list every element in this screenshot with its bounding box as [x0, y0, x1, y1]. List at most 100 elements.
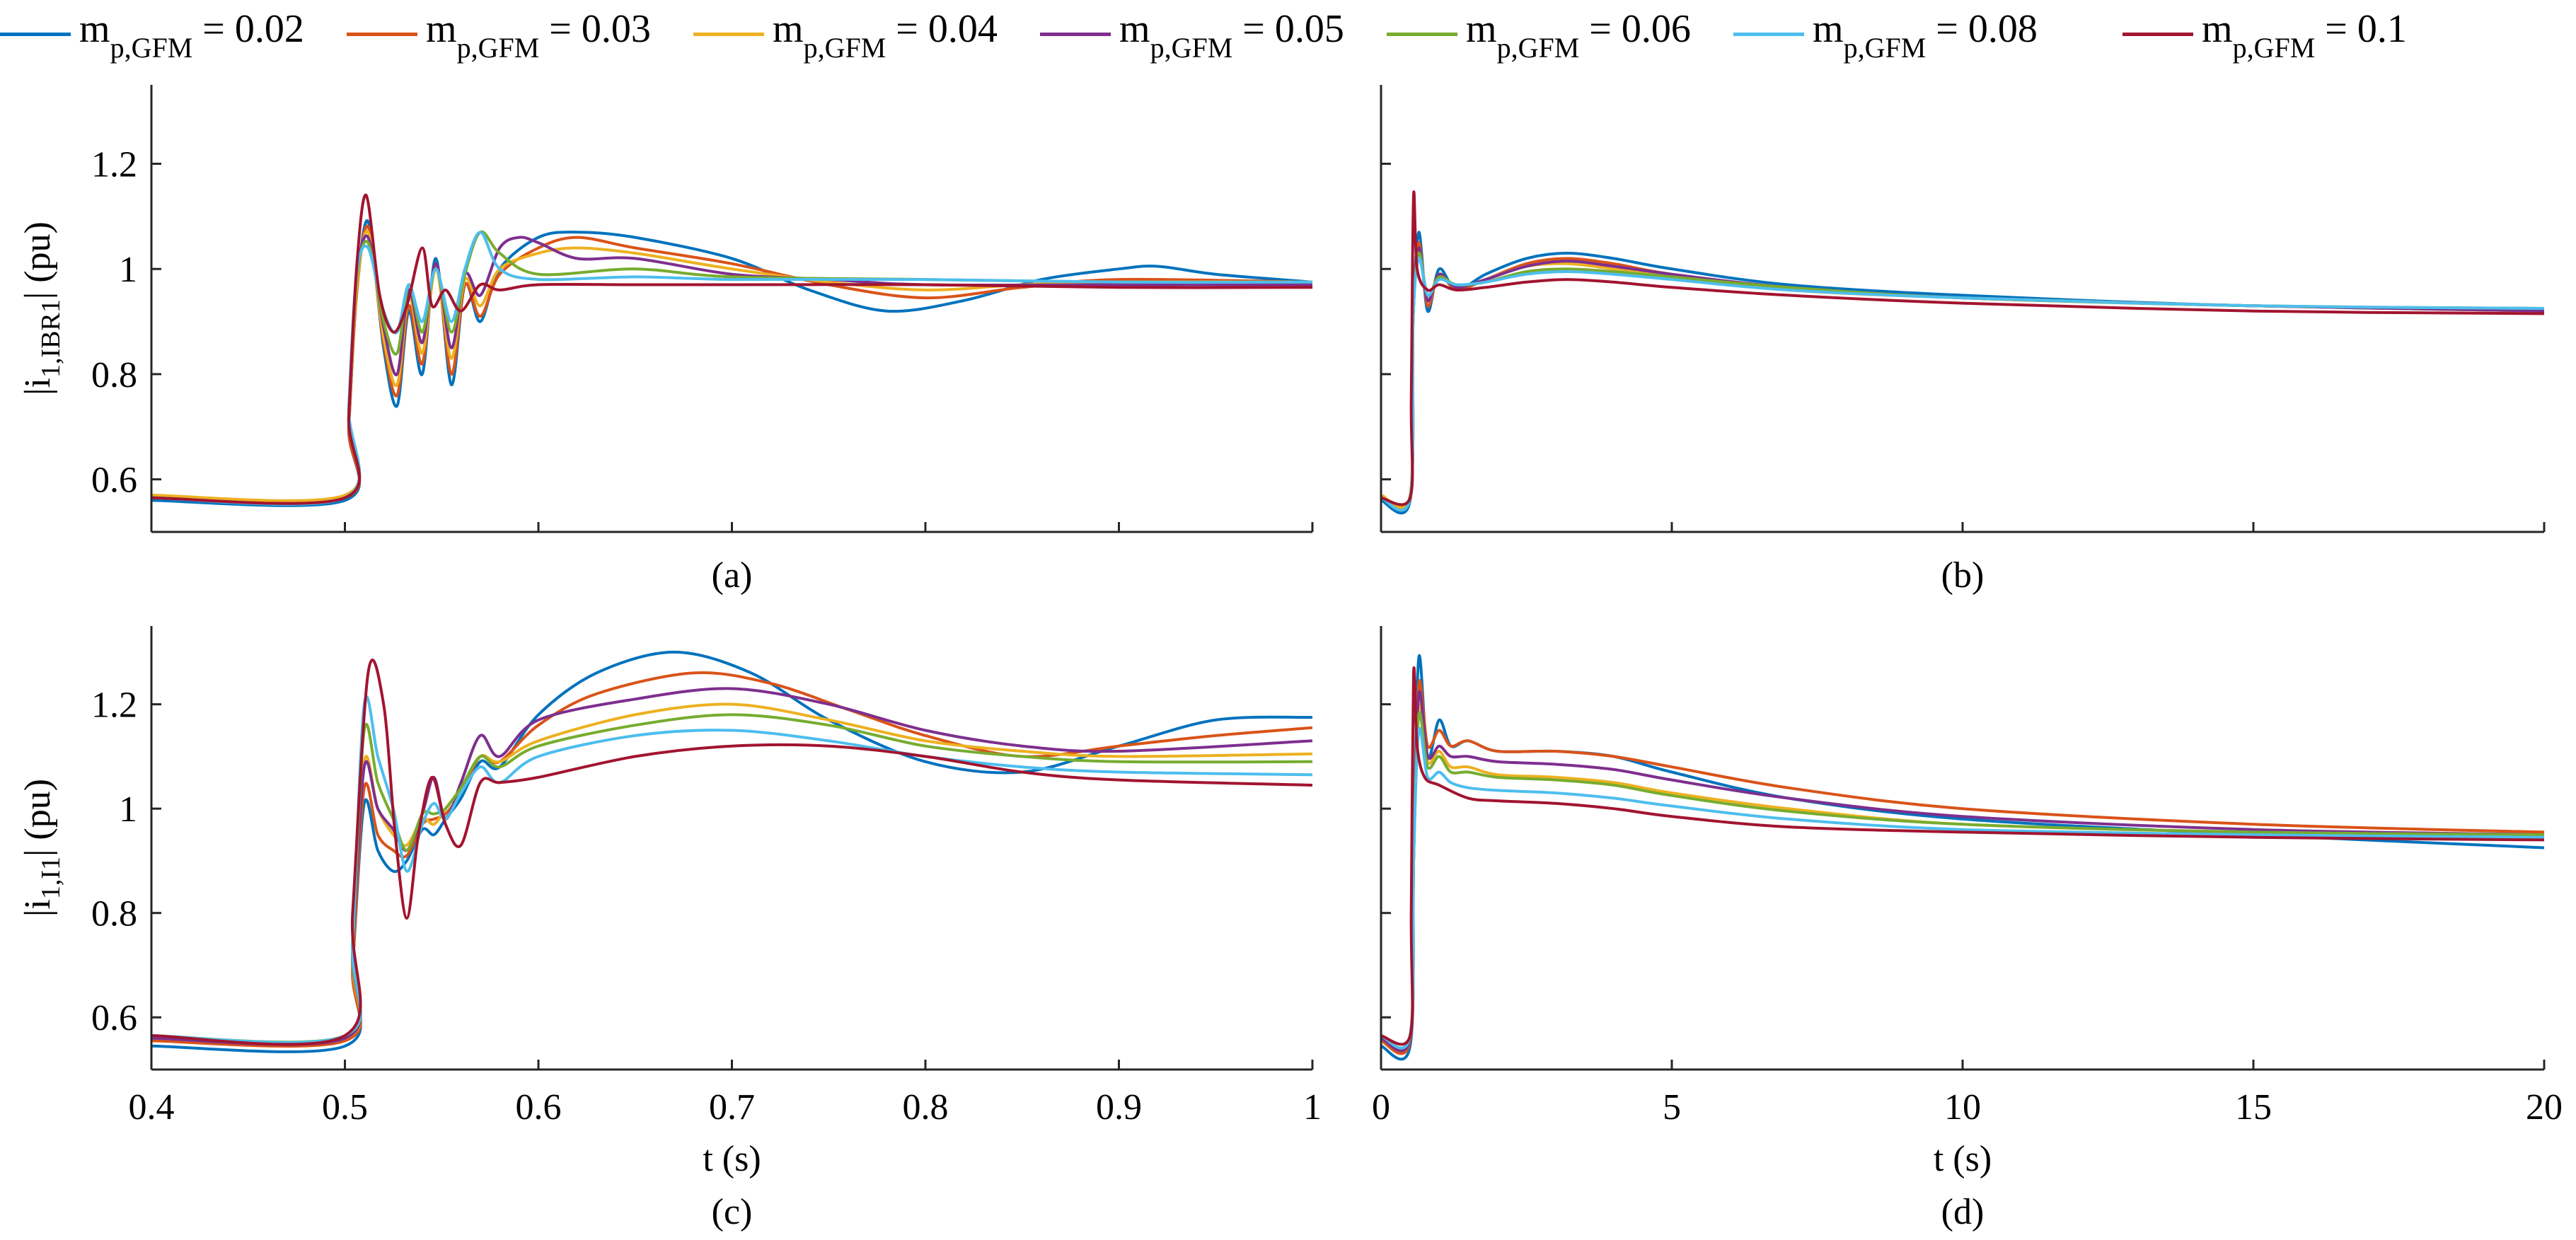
x-tick-label: 0.4	[129, 1087, 175, 1128]
legend-label-value: = 0.06	[1579, 7, 1691, 51]
y-tick-label: 0.8	[91, 894, 137, 934]
panel-caption: (d)	[1941, 1192, 1985, 1232]
x-tick-label: 0.7	[709, 1087, 755, 1128]
legend-line-swatch	[0, 33, 71, 36]
x-tick-label: 0.9	[1096, 1087, 1142, 1128]
series-line	[151, 687, 1312, 1046]
legend-line-swatch	[347, 33, 417, 36]
legend-label-subscript: p,GFM	[110, 32, 193, 64]
x-tick-label: 1	[1303, 1087, 1322, 1128]
panel-caption: (a)	[712, 555, 753, 596]
y-axis-label-post: | (pu)	[18, 221, 58, 299]
legend-label: mp,GFM = 0.1	[2202, 4, 2407, 64]
legend-label: mp,GFM = 0.02	[79, 4, 304, 64]
x-tick-label: 15	[2235, 1087, 2272, 1128]
x-axis-label: t (s)	[1934, 1139, 1992, 1179]
series-group	[1381, 190, 2544, 515]
x-tick-label: 0	[1372, 1087, 1390, 1128]
legend-line-swatch	[693, 33, 764, 36]
series-line	[151, 671, 1312, 1048]
legend-label-subscript: p,GFM	[803, 32, 886, 64]
legend-label-symbol: m	[1813, 7, 1844, 51]
series-line	[1381, 679, 2544, 1055]
y-axis-label-post: | (pu)	[18, 779, 58, 857]
chart-panel-a: 0.6 0.8 1 1.2 |i1,IBR1| (pu) (a)	[18, 85, 1314, 596]
y-tick-label: 1.2	[91, 145, 137, 185]
series-group	[1381, 654, 2544, 1061]
legend-line-swatch	[1733, 33, 1804, 36]
y-tick-label: 1	[119, 789, 137, 830]
series-line	[151, 702, 1312, 1046]
series-line	[1381, 246, 2544, 509]
series-line	[1381, 257, 2544, 512]
series-line	[151, 650, 1312, 1053]
legend-label-subscript: p,GFM	[1150, 32, 1233, 64]
legend-line-swatch	[1387, 33, 1457, 36]
series-line	[1381, 666, 2544, 1046]
series-line	[1381, 251, 2544, 512]
x-tick-label: 0.5	[322, 1087, 368, 1128]
x-axis-label: t (s)	[703, 1139, 761, 1179]
series-line	[151, 695, 1312, 1044]
series-line	[1381, 726, 2544, 1050]
legend-label-symbol: m	[2202, 7, 2233, 51]
series-line	[1381, 711, 2544, 1050]
y-tick-label: 0.8	[91, 355, 137, 395]
legend-label-value: = 0.03	[539, 7, 651, 51]
panel-caption: (c)	[712, 1192, 753, 1232]
series-line	[151, 194, 1312, 505]
legend-label-subscript: p,GFM	[2232, 32, 2316, 64]
x-tick-label: 10	[1944, 1087, 1981, 1128]
y-axis-label: |i1,IBR1| (pu)	[18, 221, 66, 395]
legend-label: mp,GFM = 0.03	[426, 4, 651, 64]
legend-label-symbol: m	[773, 7, 804, 51]
legend-label-value: = 0.08	[1926, 7, 2038, 51]
legend-label-symbol: m	[1119, 7, 1150, 51]
legend-line-swatch	[1040, 33, 1111, 36]
y-axis-label-sub: 1,I1	[36, 857, 66, 899]
series-line	[1381, 654, 2544, 1061]
y-tick-label: 1	[119, 250, 137, 290]
legend-label-subscript: p,GFM	[1843, 32, 1927, 64]
legend-label: mp,GFM = 0.04	[773, 4, 998, 64]
series-line	[1381, 700, 2544, 1053]
legend-label-symbol: m	[79, 7, 110, 51]
series-group	[151, 194, 1312, 507]
legend-label-symbol: m	[426, 7, 457, 51]
legend-label: mp,GFM = 0.05	[1119, 4, 1344, 64]
series-line	[1381, 246, 2544, 512]
series-line	[151, 229, 1312, 502]
series-group	[151, 650, 1312, 1053]
chart-panel-d: 0 5 10 15 20 t (s) (d)	[1372, 626, 2563, 1232]
legend: mp,GFM = 0.02 mp,GFM = 0.03 mp,GFM = 0.04 m…	[0, 0, 2576, 71]
series-line	[151, 230, 1312, 506]
series-line	[151, 713, 1312, 1044]
x-tick-label: 20	[2526, 1087, 2563, 1128]
y-axis-label-sub: 1,IBR1	[36, 299, 66, 378]
legend-label-value: = 0.04	[886, 7, 998, 51]
series-line	[1381, 190, 2544, 506]
y-axis-label-pre: |i	[18, 899, 58, 917]
y-tick-label: 1.2	[91, 685, 137, 726]
series-line	[151, 659, 1312, 1046]
legend-label-value: = 0.1	[2315, 7, 2407, 51]
legend-label-value: = 0.02	[192, 7, 304, 51]
y-axis-label-pre: |i	[18, 378, 58, 395]
x-tick-label: 0.8	[903, 1087, 949, 1128]
series-line	[1381, 231, 2544, 515]
y-tick-label: 0.6	[91, 460, 137, 501]
chart-panel-c: 0.4 0.5 0.6 0.7 0.8 0.9 1 0.6 0.8 1 1.2 t (s) |i1,I1…	[18, 626, 1322, 1232]
x-tick-label: 0.6	[516, 1087, 562, 1128]
y-axis-label: |i1,I1| (pu)	[18, 779, 66, 917]
series-line	[1381, 241, 2544, 512]
y-tick-label: 0.6	[91, 998, 137, 1038]
legend-line-swatch	[2122, 33, 2193, 36]
x-tick-label: 5	[1663, 1087, 1681, 1128]
legend-label: mp,GFM = 0.06	[1466, 4, 1691, 64]
chart-panel-b: (b)	[1380, 85, 2546, 596]
legend-label-subscript: p,GFM	[456, 32, 540, 64]
legend-label-symbol: m	[1466, 7, 1497, 51]
series-line	[1381, 690, 2544, 1053]
panel-caption: (b)	[1941, 555, 1985, 596]
